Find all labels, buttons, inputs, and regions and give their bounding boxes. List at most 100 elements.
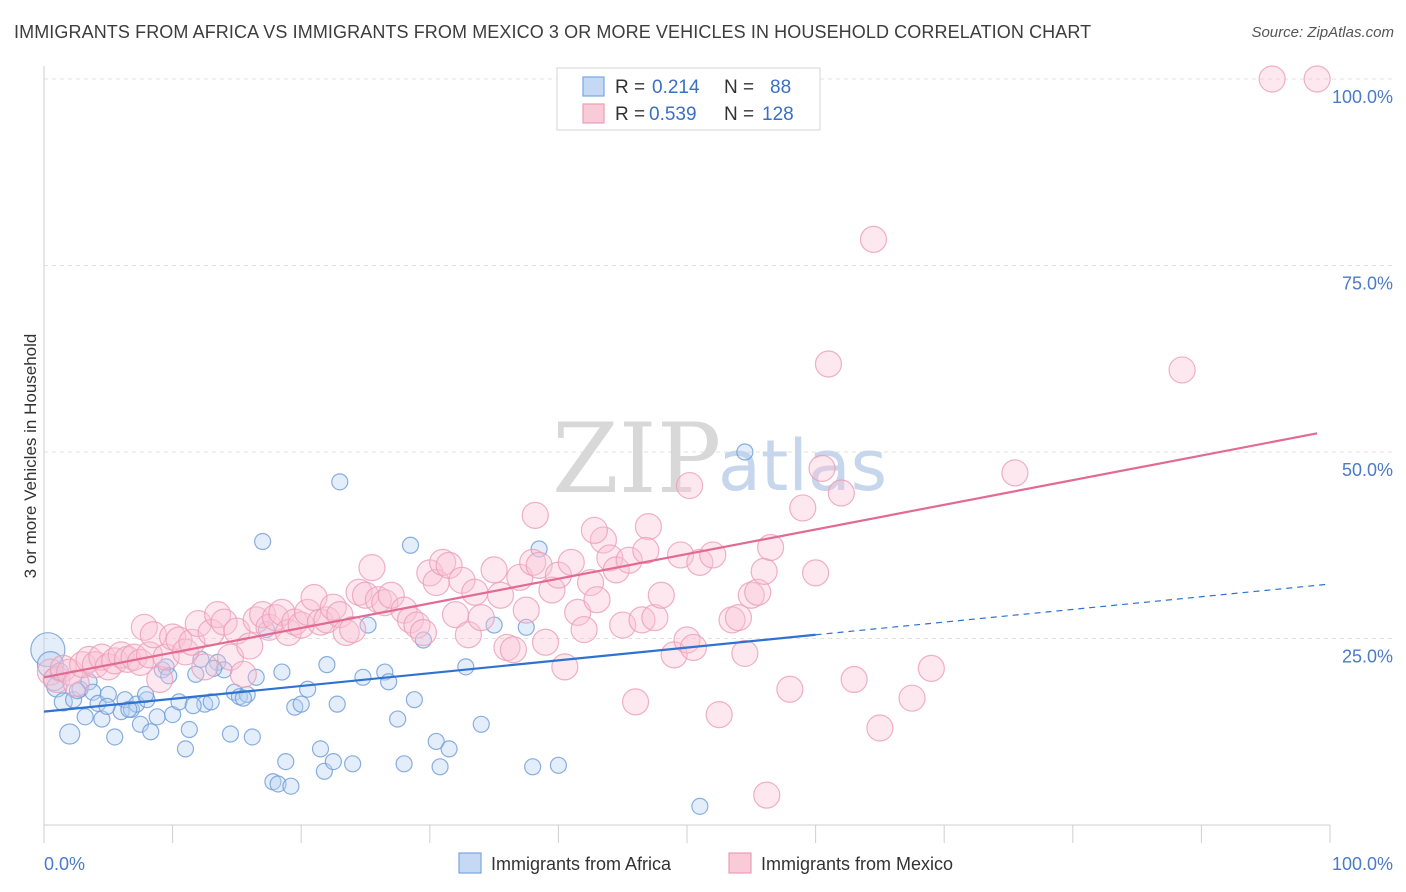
mexico-point-122: [1303, 65, 1331, 93]
stats-swatch-mexico: [582, 103, 605, 124]
africa-point-27: [170, 693, 188, 711]
mexico-point-127: [705, 700, 733, 729]
mexico-point-121: [1258, 65, 1286, 93]
africa-point-64: [401, 536, 420, 554]
mexico-point-94: [647, 581, 675, 609]
stats-r-label-mexico: R =: [615, 104, 645, 125]
mexico-point-80: [557, 548, 585, 577]
mexico-point-31: [229, 660, 257, 688]
mexico-point-107: [756, 533, 785, 562]
africa-point-9: [76, 708, 94, 726]
mexico-point-123: [521, 501, 549, 530]
mexico-point-126: [675, 471, 704, 500]
legend-swatch-africa: [458, 852, 482, 874]
africa-point-48: [282, 777, 300, 795]
y-tick-label-3: 100.0%: [1332, 87, 1393, 107]
mexico-point-103: [731, 639, 759, 668]
mexico-point-119: [1001, 459, 1029, 487]
mexico-point-99: [686, 548, 714, 577]
trend-line-mexico: [43, 432, 1318, 679]
mexico-point-106: [750, 557, 778, 585]
stats-n-label-africa: N =: [724, 77, 754, 98]
mexico-point-114: [840, 665, 868, 694]
stats-swatch-africa: [582, 76, 605, 97]
africa-point-22: [142, 723, 160, 741]
africa-point-54: [324, 752, 342, 771]
axes: [43, 66, 1331, 843]
africa-point-45: [269, 775, 287, 793]
mexico-point-125: [632, 536, 660, 565]
africa-point-85: [234, 689, 252, 707]
bottom-legend: Immigrants from Africa Immigrants from M…: [458, 852, 953, 874]
mexico-point-93: [641, 604, 669, 632]
legend-swatch-mexico: [728, 852, 752, 874]
mexico-point-90: [621, 688, 650, 716]
y-tick-label-0: 25.0%: [1342, 647, 1393, 667]
mexico-point-71: [499, 636, 527, 664]
africa-point-36: [221, 725, 240, 743]
africa-point-52: [311, 740, 330, 758]
africa-point-66: [414, 631, 432, 649]
watermark-zip: ZIP: [552, 403, 721, 515]
x-tick-max: 100.0%: [1332, 854, 1393, 874]
mexico-point-84: [583, 586, 611, 614]
africa-point-63: [395, 755, 413, 773]
africa-point-60: [376, 663, 394, 681]
africa-point-57: [344, 755, 362, 773]
stats-legend: R = 0.214 N = 88 R = 0.539 N = 128: [556, 67, 821, 131]
mexico-point-92: [634, 512, 663, 541]
africa-point-76: [549, 756, 568, 774]
africa-point-56: [331, 473, 349, 491]
mexico-point-15: [130, 613, 158, 641]
stats-n-mexico: 128: [762, 104, 794, 125]
africa-point-40: [243, 728, 261, 746]
mexico-point-105: [744, 578, 772, 606]
africa-point-13: [93, 710, 111, 728]
africa-point-87: [120, 700, 138, 718]
africa-point-46: [273, 663, 291, 681]
mexico-point-76: [531, 628, 560, 656]
grid-lines: [44, 78, 1392, 639]
chart-title: IMMIGRANTS FROM AFRICA VS IMMIGRANTS FRO…: [14, 22, 1092, 42]
africa-point-77: [691, 797, 709, 815]
source-credit: Source: ZipAtlas.com: [1251, 24, 1394, 41]
africa-point-29: [180, 720, 198, 739]
africa-point-50: [292, 695, 310, 713]
mexico-point-67: [467, 604, 495, 632]
africa-point-79: [318, 656, 336, 674]
mexico-point-118: [917, 654, 945, 682]
africa-point-67: [427, 732, 445, 751]
africa-point-51: [299, 680, 317, 698]
africa-point-47: [277, 752, 295, 771]
africa-point-74: [524, 758, 542, 776]
legend-label-africa: Immigrants from Africa: [491, 854, 672, 874]
mexico-point-51: [358, 554, 386, 582]
mexico-point-81: [564, 598, 592, 626]
africa-point-6: [59, 723, 81, 745]
watermark-atlas: atlas: [718, 425, 887, 507]
stats-r-africa: 0.214: [652, 77, 700, 98]
series-mexico-points: [36, 65, 1331, 809]
mexico-point-108: [776, 675, 804, 703]
africa-point-28: [176, 740, 195, 758]
africa-point-68: [431, 758, 449, 776]
mexico-point-18: [146, 665, 174, 694]
y-tick-label-2: 75.0%: [1342, 274, 1393, 294]
mexico-point-25: [191, 653, 219, 681]
africa-point-59: [359, 616, 377, 634]
mexico-point-100: [699, 541, 727, 569]
mexico-point-83: [576, 568, 605, 597]
africa-point-42: [254, 532, 272, 551]
africa-point-58: [354, 668, 372, 686]
africa-point-62: [389, 710, 407, 728]
africa-point-55: [328, 695, 346, 713]
africa-point-15: [106, 728, 124, 746]
africa-point-70: [457, 658, 475, 676]
mexico-point-48: [339, 615, 367, 644]
trend-line-africa: [43, 633, 816, 713]
trend-line-africa-extension: [815, 583, 1331, 636]
stats-r-label-africa: R =: [615, 77, 645, 98]
trend-lines: [43, 432, 1331, 713]
africa-point-65: [405, 691, 423, 709]
